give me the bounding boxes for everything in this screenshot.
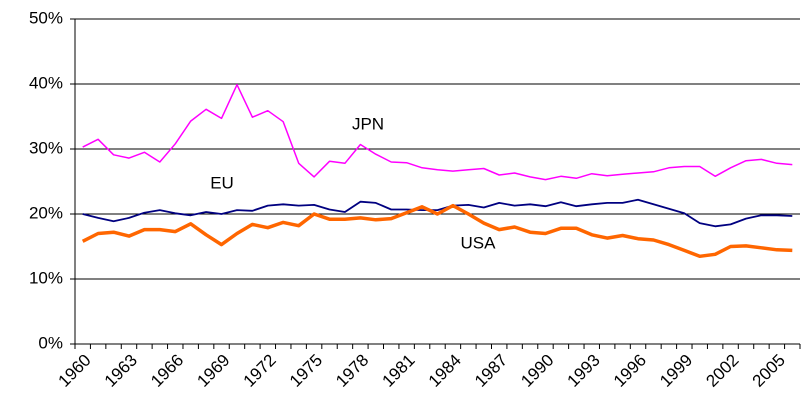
x-tick-label: 1963	[101, 351, 141, 391]
x-tick-label: 1981	[378, 351, 418, 391]
x-tick-label: 1984	[425, 351, 465, 391]
x-tick-label: 1999	[656, 351, 696, 391]
x-tick-label: 1993	[564, 351, 604, 391]
series-line	[82, 198, 793, 228]
series-label: JPN	[352, 114, 384, 133]
y-tick-label: 10%	[29, 268, 63, 287]
series-line	[81, 203, 793, 259]
x-tick-label: 1987	[471, 351, 511, 391]
x-tick-label: 1966	[147, 351, 187, 391]
x-tick-label: 1975	[286, 351, 326, 391]
x-tick-label: 2005	[749, 351, 789, 391]
y-tick-label: 50%	[29, 8, 63, 27]
x-tick-label: 1990	[517, 351, 557, 391]
x-tick-label: 1972	[240, 351, 280, 391]
y-tick-label: 0%	[38, 333, 63, 352]
y-tick-label: 20%	[29, 203, 63, 222]
x-tick-label: 1960	[55, 351, 95, 391]
x-tick-label: 1969	[193, 351, 233, 391]
series-label: USA	[461, 233, 497, 252]
y-tick-label: 40%	[29, 73, 63, 92]
y-tick-label: 30%	[29, 138, 63, 157]
x-tick-label: 1978	[332, 351, 372, 391]
series-line	[82, 83, 793, 181]
x-tick-label: 2002	[702, 351, 742, 391]
x-tick-label: 1996	[610, 351, 650, 391]
series-label: EU	[210, 173, 234, 192]
